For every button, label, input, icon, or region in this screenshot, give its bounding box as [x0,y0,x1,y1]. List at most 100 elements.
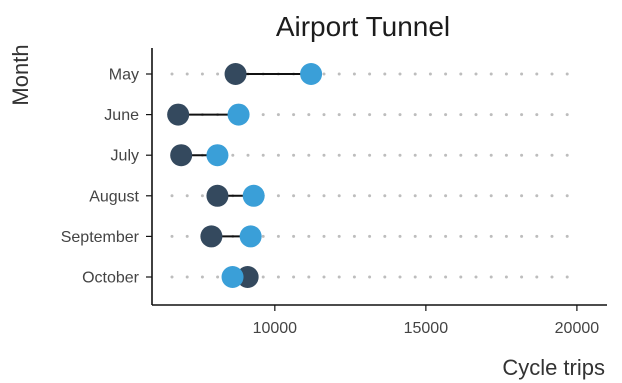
grid-dot [428,113,432,117]
grid-dot [398,113,402,117]
grid-dot [444,234,448,238]
grid-dot [504,153,508,157]
grid-dot [520,113,524,117]
grid-dot [352,234,356,238]
grid-dot [276,153,280,157]
grid-dot [307,194,311,198]
grid-dot [276,275,280,279]
grid-dot [200,275,204,279]
grid-dot [383,153,387,157]
grid-dot [413,72,417,76]
grid-dot [337,234,341,238]
data-point [300,63,323,85]
grid-dot [292,153,296,157]
grid-layer [170,72,569,279]
grid-dot [428,194,432,198]
grid-dot [185,234,189,238]
grid-dot [200,194,204,198]
y-tick-label: July [111,148,139,165]
grid-dot [459,113,463,117]
grid-dot [565,194,569,198]
grid-dot [276,194,280,198]
grid-dot [276,113,280,117]
grid-dot [459,153,463,157]
data-point [242,184,265,207]
grid-dot [170,194,174,198]
grid-dot [504,72,508,76]
grid-dot [322,275,326,279]
grid-dot [398,194,402,198]
grid-dot [261,113,265,117]
grid-dot [337,72,341,76]
grid-dot [383,234,387,238]
grid-dot [352,113,356,117]
grid-dot [535,113,539,117]
grid-dot [337,194,341,198]
grid-dot [474,113,478,117]
grid-dot [276,234,280,238]
grid-dot [261,153,265,157]
grid-dot [337,153,341,157]
grid-dot [368,234,372,238]
grid-dot [474,153,478,157]
grid-dot [459,275,463,279]
grid-dot [231,153,235,157]
grid-dot [322,194,326,198]
grid-dot [261,234,265,238]
grid-dot [428,72,432,76]
grid-dot [352,194,356,198]
grid-dot [413,153,417,157]
chart-title: Airport Tunnel [276,11,450,42]
grid-dot [413,234,417,238]
grid-dot [261,275,265,279]
grid-row [170,194,569,198]
grid-dot [398,234,402,238]
y-tick-label: October [82,270,140,287]
grid-dot [565,234,569,238]
data-point [206,184,229,207]
grid-dot [459,194,463,198]
data-point [167,103,190,126]
grid-dot [504,234,508,238]
grid-dot [565,275,569,279]
y-tick-label: September [61,229,140,246]
grid-dot [504,275,508,279]
y-tick-label: May [109,67,139,84]
grid-dot [550,275,554,279]
grid-dot [444,275,448,279]
data-point [170,144,193,167]
grid-dot [565,72,569,76]
grid-dot [170,275,174,279]
grid-dot [535,234,539,238]
grid-dot [550,72,554,76]
grid-dot [413,275,417,279]
grid-dot [520,194,524,198]
data-point [227,103,250,126]
grid-dot [489,153,493,157]
grid-dot [368,153,372,157]
grid-dot [504,113,508,117]
grid-dot [474,72,478,76]
grid-dot [185,194,189,198]
data-point [206,144,229,167]
grid-dot [383,72,387,76]
grid-dot [352,72,356,76]
grid-dot [200,72,204,76]
grid-dot [292,194,296,198]
data-point [224,63,247,85]
grid-dot [322,153,326,157]
grid-dot [216,275,220,279]
grid-dot [292,113,296,117]
y-tick-label: August [89,188,139,205]
grid-dot [444,194,448,198]
grid-dot [216,72,220,76]
grid-dot [535,153,539,157]
grid-dot [520,234,524,238]
grid-row [170,153,569,157]
grid-dot [474,275,478,279]
data-point [200,225,223,248]
grid-dot [368,72,372,76]
x-ticks: 10000 15000 20000 [253,305,599,337]
data-point [239,225,262,248]
grid-dot [444,113,448,117]
